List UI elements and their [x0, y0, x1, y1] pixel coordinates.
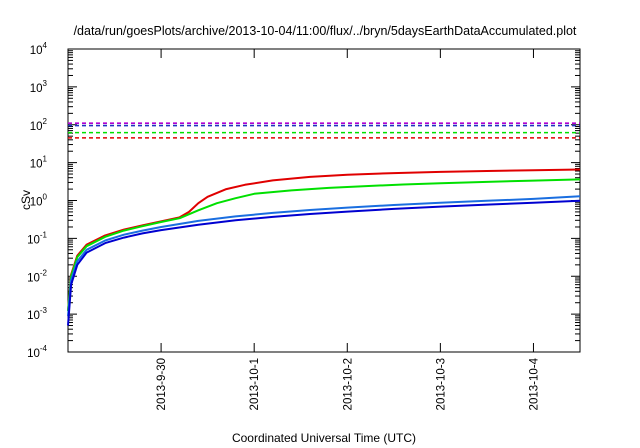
- y-tick-label: 104: [30, 41, 48, 57]
- x-tick-label: 2013-10-4: [528, 357, 540, 410]
- series-lines: [67, 122, 581, 326]
- y-tick-label: 102: [30, 117, 48, 133]
- y-axis-label: cSv: [19, 190, 33, 210]
- series-line: [67, 195, 581, 316]
- y-tick-label: 10-4: [27, 344, 47, 360]
- y-tick-label: 100: [30, 193, 48, 209]
- x-tick-label: 2013-10-1: [249, 358, 261, 410]
- x-tick-label: 2013-10-3: [435, 358, 447, 410]
- y-axis-ticks: 10-4 10-3 10-2 10-1 100 101 102 103 104: [27, 41, 580, 360]
- x-tick-label: 2013-9-30: [156, 358, 168, 410]
- y-tick-label: 101: [30, 155, 48, 171]
- x-tick-label: 2013-10-2: [342, 358, 354, 410]
- y-tick-label: 10-2: [27, 268, 47, 284]
- series-line: [67, 168, 581, 312]
- y-tick-label: 103: [30, 79, 48, 95]
- x-axis-label: Coordinated Universal Time (UTC): [232, 431, 416, 445]
- series-line: [67, 199, 581, 326]
- series-line: [67, 178, 581, 312]
- x-axis-ticks: 2013-9-30 2013-10-1 2013-10-2 2013-10-3 2013…: [156, 49, 540, 410]
- y-tick-label: 10-1: [27, 230, 47, 246]
- chart-title: /data/run/goesPlots/archive/2013-10-04/1…: [74, 24, 577, 38]
- y-tick-label: 10-3: [27, 306, 47, 322]
